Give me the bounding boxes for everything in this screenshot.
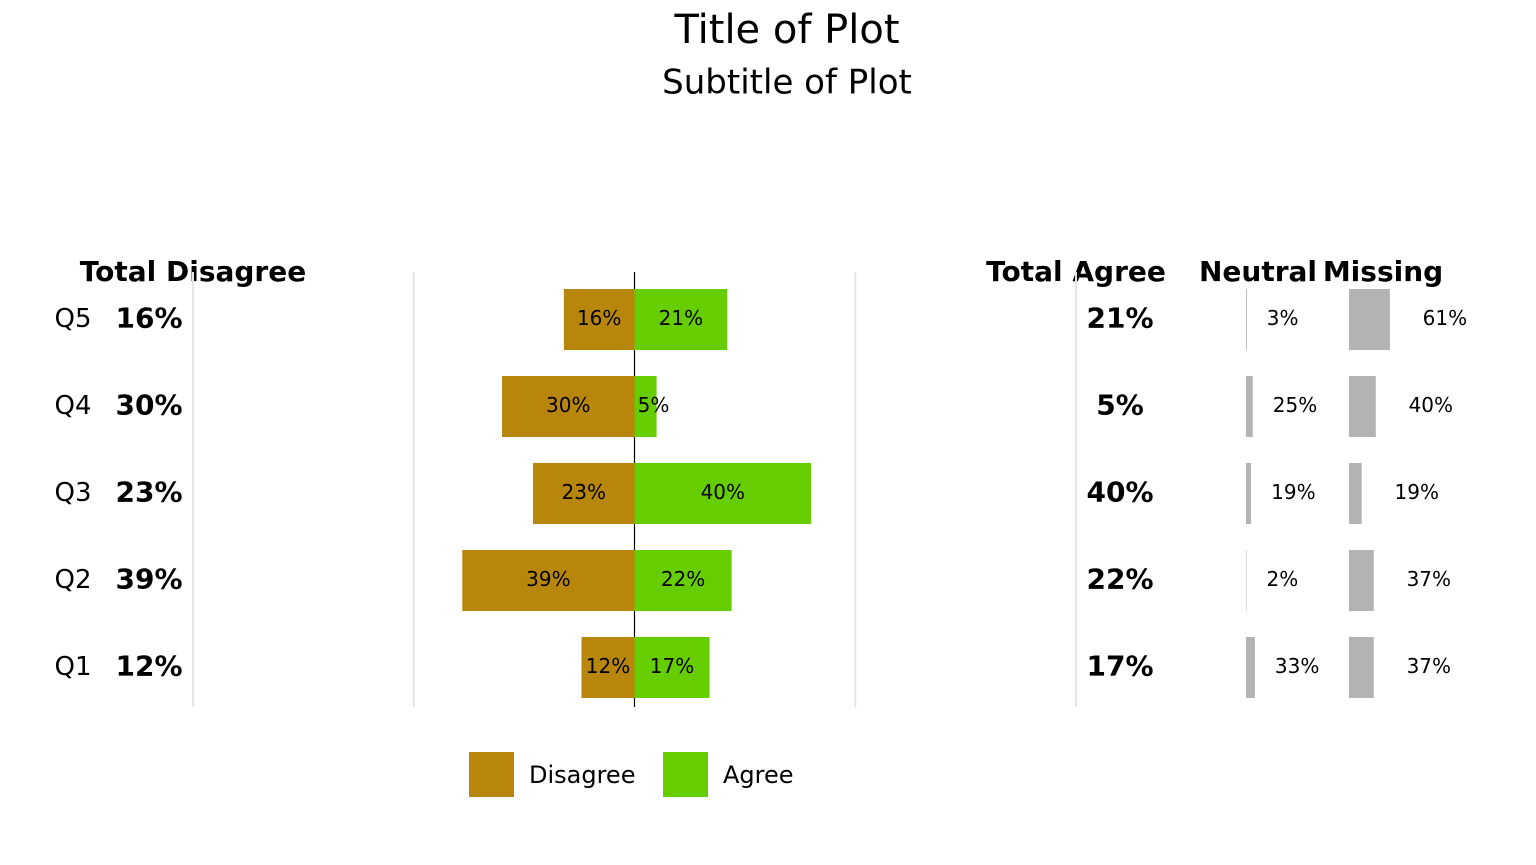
total-agree: 22% [1086, 563, 1153, 596]
category-label: Q4 [54, 391, 91, 421]
category-label: Q5 [54, 304, 91, 334]
missing-bar [1349, 550, 1374, 611]
neutral-label: 33% [1275, 654, 1319, 678]
missing-label: 61% [1423, 306, 1467, 330]
data-label: 17% [650, 654, 694, 678]
total-disagree: 12% [115, 650, 182, 683]
missing-bar [1349, 637, 1374, 698]
bar [581, 637, 635, 698]
column-header: Missing [1323, 255, 1443, 288]
neutral-label: 25% [1273, 393, 1317, 417]
missing-label: 37% [1407, 567, 1451, 591]
legend-swatch [469, 752, 514, 797]
total-agree: 5% [1096, 389, 1144, 422]
neutral-bar [1246, 550, 1247, 611]
legend-label: Disagree [529, 761, 635, 789]
total-disagree: 23% [115, 476, 182, 509]
chart-subtitle: Subtitle of Plot [662, 63, 912, 103]
total-agree: 17% [1086, 650, 1153, 683]
data-label: 22% [661, 567, 705, 591]
legend-label: Agree [723, 761, 794, 789]
legend-swatch [663, 752, 708, 797]
bar [634, 289, 728, 350]
neutral-label: 2% [1267, 567, 1299, 591]
neutral-label: 3% [1267, 306, 1299, 330]
category-label: Q2 [54, 565, 91, 595]
neutral-bar [1246, 463, 1252, 524]
neutral-bar [1246, 289, 1247, 350]
data-label: 16% [577, 306, 621, 330]
missing-label: 19% [1395, 480, 1439, 504]
chart-title: Title of Plot [673, 7, 899, 53]
data-label: 39% [526, 567, 570, 591]
bar [532, 463, 635, 524]
neutral-bar [1246, 637, 1255, 698]
category-label: Q3 [54, 478, 91, 508]
data-label: 12% [586, 654, 630, 678]
data-label: 23% [562, 480, 606, 504]
bar [502, 376, 635, 437]
bar [563, 289, 635, 350]
bar [462, 550, 635, 611]
data-label: 40% [701, 480, 745, 504]
total-agree: 40% [1086, 476, 1153, 509]
column-header: Neutral [1199, 255, 1317, 288]
total-disagree: 39% [115, 563, 182, 596]
missing-bar [1349, 376, 1376, 437]
data-label: 30% [546, 393, 590, 417]
missing-bar [1349, 289, 1390, 350]
neutral-label: 19% [1271, 480, 1315, 504]
bar [634, 637, 710, 698]
bar [634, 550, 732, 611]
total-disagree: 16% [115, 302, 182, 335]
bar [634, 463, 812, 524]
missing-label: 40% [1409, 393, 1453, 417]
total-agree: 21% [1086, 302, 1153, 335]
category-label: Q1 [54, 652, 91, 682]
bar [634, 376, 657, 437]
missing-bar [1349, 463, 1362, 524]
data-label: 5% [638, 393, 670, 417]
data-label: 21% [659, 306, 703, 330]
total-disagree: 30% [115, 389, 182, 422]
missing-label: 37% [1407, 654, 1451, 678]
neutral-bar [1246, 376, 1253, 437]
